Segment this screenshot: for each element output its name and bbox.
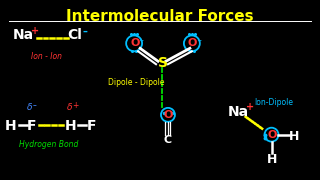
Text: δ: δ bbox=[67, 103, 72, 112]
Text: C: C bbox=[164, 135, 172, 145]
Text: O: O bbox=[188, 38, 197, 48]
Text: –: – bbox=[82, 26, 87, 37]
Text: Hydrogen Bond: Hydrogen Bond bbox=[19, 140, 78, 149]
Text: H: H bbox=[5, 119, 16, 133]
Text: +: + bbox=[31, 26, 39, 37]
Text: H: H bbox=[64, 119, 76, 133]
Text: δ: δ bbox=[27, 103, 32, 112]
Text: Dipole - Dipole: Dipole - Dipole bbox=[108, 78, 165, 87]
Text: Ion-Dipole: Ion-Dipole bbox=[255, 98, 293, 107]
Text: Ion - Ion: Ion - Ion bbox=[31, 52, 61, 61]
Text: O: O bbox=[130, 38, 140, 48]
Text: H: H bbox=[288, 130, 299, 143]
Text: +: + bbox=[72, 101, 79, 110]
Text: Na: Na bbox=[228, 105, 249, 119]
Text: –: – bbox=[33, 101, 36, 110]
Text: O: O bbox=[164, 110, 173, 120]
Text: Cl: Cl bbox=[68, 28, 82, 42]
Text: F: F bbox=[27, 119, 36, 133]
Text: S: S bbox=[158, 56, 168, 70]
Text: –: – bbox=[140, 36, 144, 45]
Text: Na: Na bbox=[13, 28, 34, 42]
Text: H: H bbox=[267, 152, 277, 166]
Text: –: – bbox=[198, 36, 202, 45]
Text: O: O bbox=[268, 130, 277, 140]
Text: +: + bbox=[246, 102, 254, 112]
Text: Intermolecular Forces: Intermolecular Forces bbox=[66, 9, 254, 24]
Text: F: F bbox=[86, 119, 96, 133]
